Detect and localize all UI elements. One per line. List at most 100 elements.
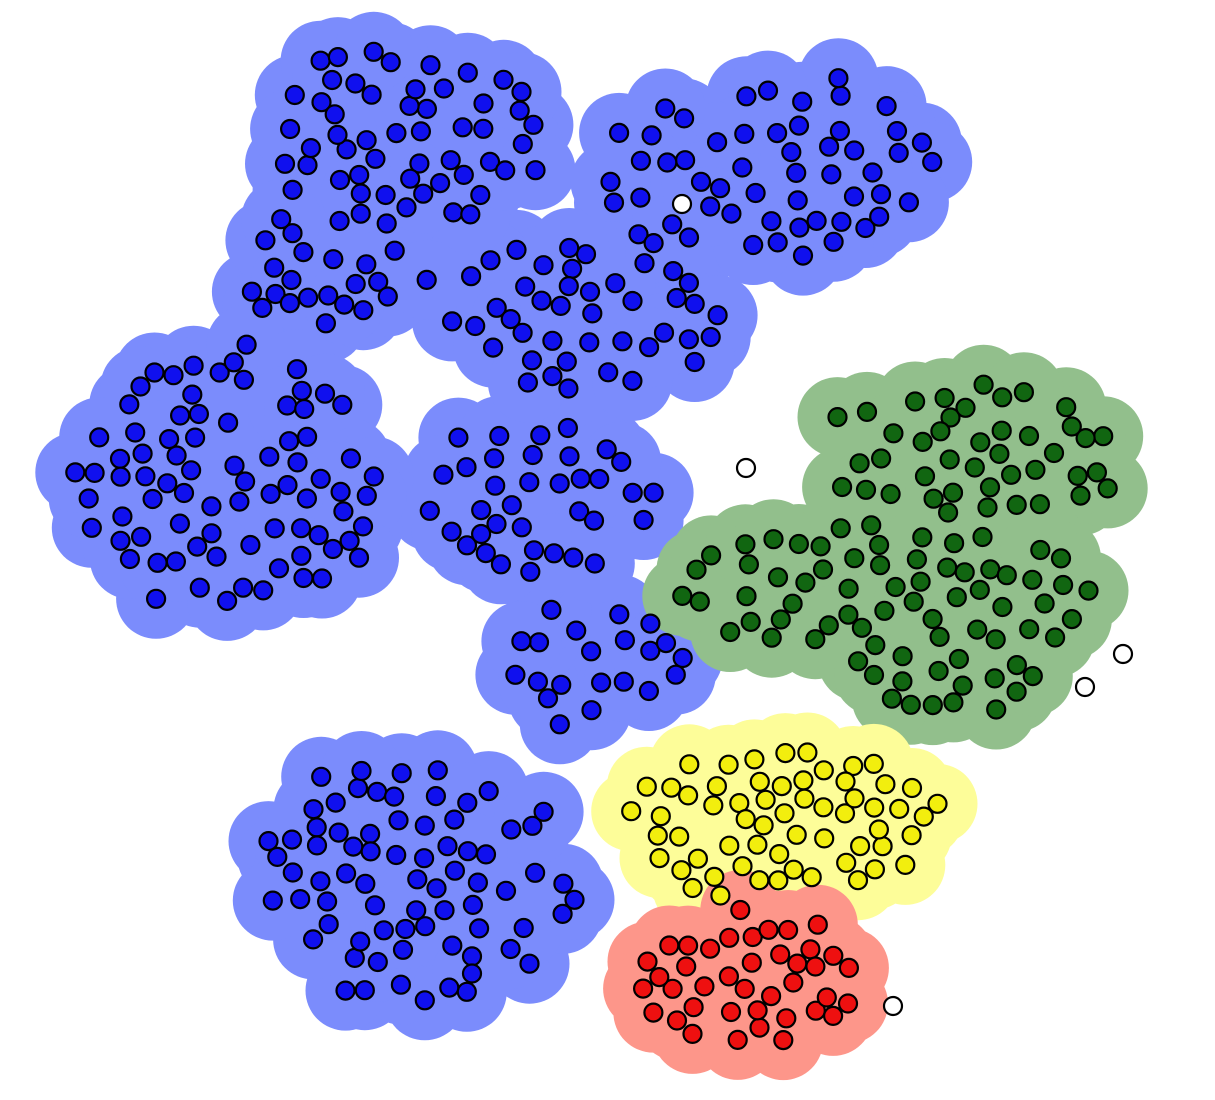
data-point-blue — [233, 577, 254, 598]
data-point-yellow — [671, 860, 692, 881]
data-point-yellow — [679, 754, 700, 775]
data-point-blue — [306, 835, 328, 856]
data-point-blue — [303, 799, 324, 820]
data-point-blue — [298, 287, 319, 308]
data-point-red — [823, 945, 844, 966]
data-point-red — [760, 985, 782, 1007]
data-point-blue — [520, 561, 541, 582]
data-point-blue — [400, 168, 421, 189]
data-point-blue — [333, 501, 354, 522]
data-point-blue — [277, 395, 298, 416]
data-point-yellow — [687, 848, 709, 869]
data-point-green — [844, 548, 865, 569]
data-point-green — [870, 448, 892, 469]
data-point-blue — [414, 815, 435, 836]
data-point-blue — [786, 162, 807, 183]
data-point-blue — [294, 398, 315, 420]
data-point-blue — [611, 451, 632, 472]
data-point-blue — [252, 297, 273, 318]
data-point-green — [838, 578, 859, 599]
data-point-blue — [297, 155, 318, 176]
data-point-green — [865, 634, 886, 656]
data-point-blue — [870, 184, 892, 205]
data-point-blue — [314, 383, 336, 404]
data-point-blue — [253, 580, 274, 601]
noise-points — [671, 193, 1134, 1017]
data-point-blue — [495, 160, 516, 181]
data-point-blue — [525, 160, 546, 181]
data-point-yellow — [783, 859, 804, 880]
data-point-blue — [638, 337, 660, 358]
data-point-yellow — [775, 742, 796, 764]
data-points-layer — [65, 41, 1134, 1051]
data-point-yellow — [889, 798, 910, 820]
data-point-green — [977, 497, 998, 518]
data-point-yellow — [868, 819, 890, 840]
data-point-blue — [416, 98, 437, 120]
data-point-blue — [674, 150, 696, 171]
data-point-yellow — [901, 777, 923, 799]
data-point-yellow — [813, 797, 834, 818]
data-point-noise — [735, 457, 757, 479]
data-point-green — [967, 619, 988, 640]
data-point-blue — [460, 204, 481, 225]
data-point-blue — [609, 604, 630, 625]
data-point-noise — [1112, 643, 1134, 665]
data-point-blue — [823, 231, 844, 252]
data-point-green — [874, 600, 895, 621]
data-point-blue — [869, 206, 890, 227]
data-point-green — [763, 529, 784, 550]
data-point-blue — [522, 444, 543, 466]
data-point-red — [682, 1023, 703, 1045]
data-point-green — [689, 591, 710, 612]
data-point-blue — [281, 269, 302, 291]
data-point-red — [822, 1005, 844, 1027]
data-point-blue — [557, 417, 579, 439]
data-point-green — [952, 675, 973, 696]
data-point-green — [980, 559, 1001, 580]
data-point-yellow — [847, 870, 869, 891]
data-point-blue — [437, 836, 458, 857]
data-point-blue — [561, 258, 583, 279]
data-point-blue — [655, 632, 677, 654]
data-point-blue — [457, 792, 478, 813]
data-point-blue — [119, 394, 140, 415]
data-point-blue — [322, 69, 343, 91]
data-point-blue — [282, 862, 303, 883]
data-point-red — [666, 1010, 688, 1031]
data-point-red — [637, 951, 658, 972]
data-point-green — [942, 482, 964, 503]
data-point-green — [948, 648, 970, 670]
data-point-yellow — [719, 835, 740, 856]
data-point-blue — [405, 79, 426, 100]
data-point-blue — [170, 405, 191, 426]
data-point-blue — [265, 283, 286, 305]
data-point-red — [838, 957, 860, 979]
data-point-green — [928, 660, 949, 682]
data-point-blue — [524, 862, 546, 883]
data-point-blue — [345, 273, 366, 295]
data-point-blue — [732, 157, 753, 178]
data-point-green — [943, 533, 965, 554]
data-point-green — [883, 423, 904, 444]
data-point-blue — [678, 329, 700, 350]
data-point-blue — [375, 184, 396, 206]
data-point-blue — [318, 914, 339, 935]
data-point-blue — [350, 931, 371, 952]
data-point-red — [758, 919, 779, 940]
data-point-blue — [461, 946, 483, 967]
data-point-green — [1025, 459, 1046, 480]
data-point-blue — [323, 249, 344, 270]
data-point-yellow — [755, 789, 776, 810]
data-point-blue — [922, 151, 943, 173]
data-point-yellow — [927, 793, 948, 814]
data-point-yellow — [901, 825, 922, 846]
data-point-blue — [318, 285, 339, 306]
data-point-blue — [473, 93, 494, 114]
data-point-red — [699, 938, 721, 959]
data-point-green — [838, 604, 859, 625]
data-point-blue — [558, 378, 579, 399]
data-point-blue — [788, 115, 810, 136]
data-point-blue — [89, 427, 110, 448]
data-point-blue — [471, 523, 492, 545]
